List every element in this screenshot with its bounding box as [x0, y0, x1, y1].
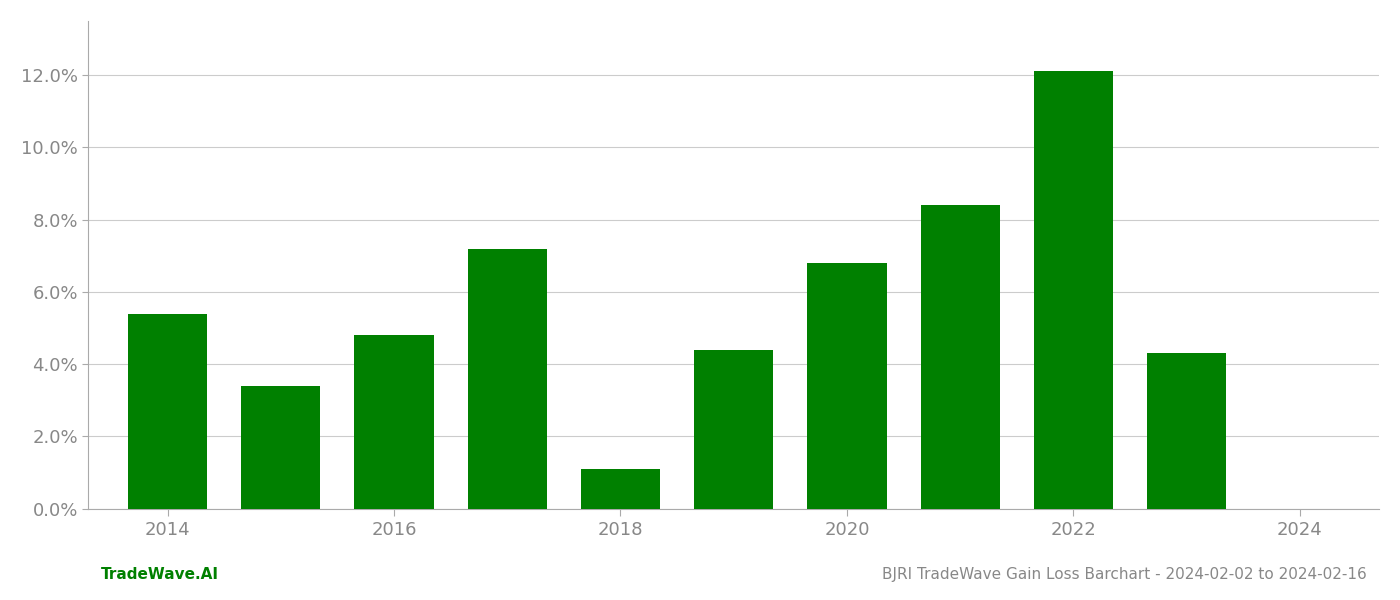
- Bar: [468, 248, 547, 509]
- Bar: [1147, 353, 1226, 509]
- Text: TradeWave.AI: TradeWave.AI: [101, 567, 220, 582]
- Bar: [1033, 71, 1113, 509]
- Bar: [581, 469, 661, 509]
- Bar: [354, 335, 434, 509]
- Bar: [808, 263, 886, 509]
- Text: BJRI TradeWave Gain Loss Barchart - 2024-02-02 to 2024-02-16: BJRI TradeWave Gain Loss Barchart - 2024…: [882, 567, 1366, 582]
- Bar: [921, 205, 1000, 509]
- Bar: [241, 386, 321, 509]
- Bar: [127, 314, 207, 509]
- Bar: [694, 350, 773, 509]
